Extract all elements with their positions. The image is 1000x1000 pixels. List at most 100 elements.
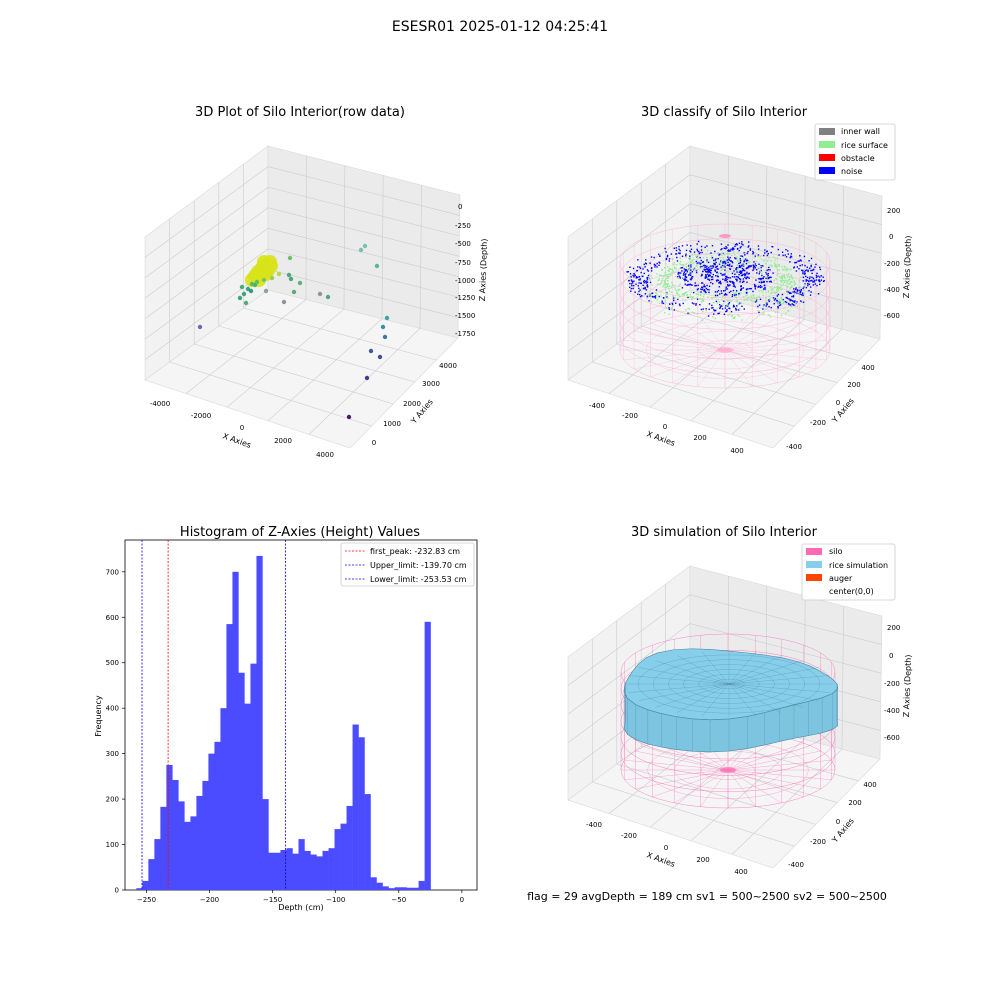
classify-point [696, 262, 698, 264]
classify-point [707, 261, 710, 264]
classify-point [731, 254, 733, 257]
classify-point [646, 269, 649, 271]
raw-3d-xlabel: X Axies [221, 431, 252, 450]
classify-ytick: -400 [786, 443, 802, 451]
classify-point [734, 245, 736, 248]
classify-point [665, 295, 667, 297]
classify-point [669, 303, 671, 305]
classify-point [665, 283, 668, 285]
classify-point [722, 295, 724, 297]
classify-point [661, 300, 663, 302]
classify-point [783, 274, 785, 276]
classify-point [790, 305, 793, 308]
classify-point [729, 299, 731, 301]
classify-point [759, 265, 762, 268]
classify-point [759, 298, 762, 301]
histogram-bar [232, 571, 239, 890]
classify-point [728, 301, 731, 304]
classify-point [692, 296, 695, 298]
raw-3d-ytick: 2000 [403, 400, 421, 408]
classify-point [765, 270, 768, 273]
classify-point [684, 279, 686, 282]
classify-legend: inner wall rice surface obstacle noise [814, 123, 896, 181]
classify-point [678, 303, 681, 305]
classify-point [732, 282, 734, 284]
classify-point [770, 260, 772, 262]
classify-point [727, 256, 729, 258]
classify-point [808, 277, 811, 280]
gridline [567, 174, 691, 266]
classify-point [647, 277, 650, 280]
classify-point [682, 274, 685, 276]
classify-point [737, 303, 740, 305]
classify-point [754, 288, 757, 290]
classify-point [727, 250, 729, 252]
raw-3d-ztick: -1250 [455, 294, 475, 302]
classify-point [722, 304, 724, 307]
classify-point [767, 269, 770, 271]
classify-point [768, 257, 770, 259]
classify-point [725, 245, 727, 248]
classify-point [724, 259, 727, 262]
classify-point [810, 291, 812, 293]
classify-point [691, 296, 693, 298]
classify-point [667, 286, 669, 288]
classify-point [693, 291, 695, 294]
classify-point [743, 260, 745, 262]
classify-point [764, 302, 767, 304]
classify-point [800, 260, 802, 262]
classify-point [688, 312, 691, 315]
classify-point [789, 261, 791, 263]
classify-point [822, 280, 825, 283]
classify-point [803, 286, 805, 288]
classify-point [683, 294, 685, 296]
classify-point [755, 264, 757, 267]
classify-point [685, 279, 688, 281]
classify-point [736, 260, 739, 262]
histogram-bar [346, 805, 353, 890]
classify-point [728, 313, 731, 315]
gridline [690, 319, 805, 422]
classify-point [755, 299, 758, 301]
classify-point [708, 275, 710, 277]
raw-3d-point [241, 291, 247, 297]
histogram-bar [178, 801, 185, 890]
classify-point [810, 269, 812, 272]
histogram-xlabel: Depth (cm) [278, 903, 323, 912]
classify-point [670, 274, 672, 276]
rice-mesh-spoke [728, 683, 803, 708]
classify-point [744, 273, 747, 276]
classify-point [705, 270, 707, 273]
classify-point [712, 315, 714, 318]
classify-point [747, 246, 749, 248]
classify-point [641, 275, 644, 278]
classify-point [677, 275, 679, 278]
classify-point [790, 299, 793, 301]
classify-point [793, 266, 796, 268]
classify-point [766, 276, 768, 279]
classify-point [677, 277, 679, 279]
gridline [689, 174, 882, 225]
classify-point [812, 268, 815, 271]
classify-point [638, 293, 641, 296]
classify-point [736, 244, 738, 246]
classify-point [654, 295, 657, 297]
classify-point [734, 254, 736, 256]
classify-point [815, 274, 818, 277]
classify-point [714, 291, 717, 293]
classify-point [724, 263, 726, 265]
classify-point [786, 297, 789, 300]
classify-point [701, 319, 703, 321]
classify-point [812, 277, 815, 280]
classify-point [720, 272, 722, 275]
classify-point [793, 293, 795, 295]
classify-point [773, 303, 775, 305]
classify-point [691, 297, 694, 299]
classify-point [641, 295, 643, 297]
classify-point [794, 305, 796, 307]
classify-point [756, 272, 758, 274]
classify-point [752, 266, 755, 269]
classify-point [712, 273, 715, 276]
classify-point [728, 250, 730, 252]
classify-point [779, 302, 781, 305]
